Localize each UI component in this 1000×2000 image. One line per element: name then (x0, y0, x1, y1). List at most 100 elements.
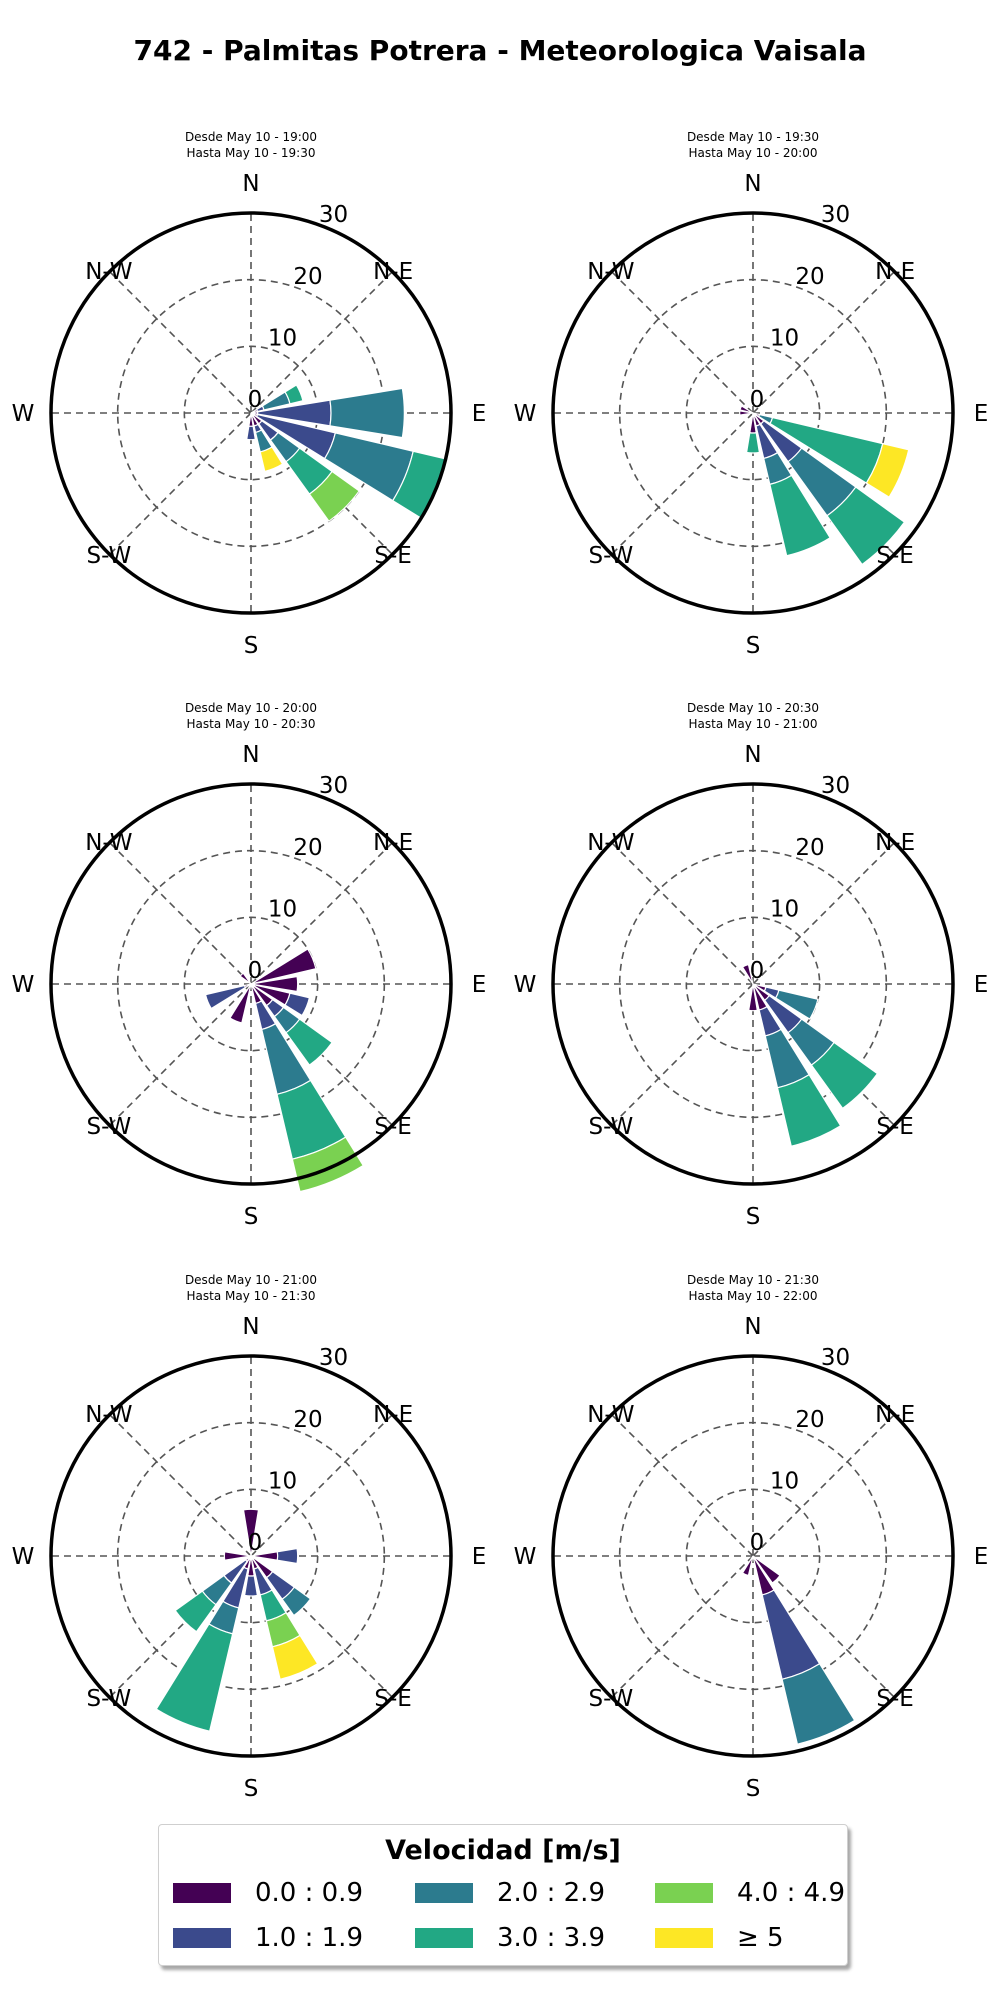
windrose-chart: Desde May 10 - 21:30 Hasta May 10 - 22:00… (514, 1273, 989, 1802)
direction-label: W (12, 1544, 35, 1570)
direction-label: N (744, 171, 761, 197)
radial-gridline (109, 271, 252, 414)
direction-label: N-W (587, 259, 634, 285)
direction-label: S-W (589, 1114, 634, 1140)
radial-tick-label: 30 (821, 1345, 850, 1371)
direction-label: N (242, 1314, 259, 1340)
direction-label: S-W (589, 1686, 634, 1712)
radial-gridline (250, 1414, 393, 1557)
direction-label: W (514, 401, 537, 427)
chart-subtitle-from: Desde May 10 - 19:00 (185, 130, 317, 144)
windrose-bar (745, 432, 761, 454)
radial-tick-label: 30 (319, 773, 348, 799)
radial-tick-label: 0 (248, 958, 263, 984)
ring-gridline (618, 1421, 888, 1691)
radial-tick-label: 0 (750, 1530, 765, 1556)
direction-label: E (974, 401, 989, 427)
outer-ring (49, 782, 453, 1186)
legend-label: 2.0 : 2.9 (497, 1878, 605, 1908)
direction-label: S-E (374, 1686, 411, 1712)
radial-gridline (611, 412, 754, 555)
radial-tick-label: 0 (248, 387, 263, 413)
direction-label: S-E (876, 543, 913, 569)
radial-tick-label: 30 (821, 773, 850, 799)
radial-gridline (752, 842, 895, 985)
legend-item: 0.0 : 0.9 (173, 1877, 363, 1909)
direction-label: S-W (87, 1114, 132, 1140)
chart-subtitle-to: Hasta May 10 - 21:30 (187, 1289, 316, 1303)
radial-tick-label: 20 (795, 264, 824, 290)
ring-gridline (618, 849, 888, 1119)
direction-label: W (12, 972, 35, 998)
radial-tick-label: 10 (268, 325, 297, 351)
windrose-bar (810, 1041, 879, 1110)
radial-gridline (752, 1555, 895, 1698)
ring-gridline (183, 916, 319, 1052)
radial-tick-label: 20 (795, 835, 824, 861)
legend-swatch (415, 1883, 473, 1903)
windrose-bar (739, 410, 754, 416)
direction-label: S-W (87, 1686, 132, 1712)
direction-label: W (12, 401, 35, 427)
chart-subtitle-from: Desde May 10 - 20:30 (687, 701, 819, 715)
direction-label: E (974, 972, 989, 998)
windrose-bar (285, 1018, 333, 1066)
radial-tick-label: 0 (750, 958, 765, 984)
direction-label: S-E (374, 543, 411, 569)
direction-label: S (746, 1776, 761, 1802)
radial-tick-label: 30 (319, 202, 348, 228)
legend-item: 3.0 : 3.9 (415, 1922, 605, 1954)
windrose-bar (259, 446, 284, 473)
chart-subtitle-from: Desde May 10 - 21:00 (185, 1273, 317, 1287)
legend-swatch (655, 1928, 713, 1948)
radial-tick-label: 10 (770, 896, 799, 922)
direction-label: N-W (85, 830, 132, 856)
radial-tick-label: 30 (821, 202, 850, 228)
windrose-bar (748, 983, 758, 1012)
legend-item: 2.0 : 2.9 (415, 1877, 605, 1909)
windrose-bar (223, 1551, 252, 1561)
legend-swatch (173, 1883, 231, 1903)
windrose-chart: Desde May 10 - 19:00 Hasta May 10 - 19:30… (12, 130, 487, 659)
windrose-bar (155, 1623, 234, 1732)
radial-gridline (109, 983, 252, 1126)
chart-subtitle-to: Hasta May 10 - 19:30 (187, 146, 316, 160)
direction-label: N (242, 171, 259, 197)
outer-ring (49, 1354, 453, 1758)
radial-gridline (109, 1555, 252, 1698)
windrose-bar (781, 1662, 856, 1745)
direction-label: E (974, 1544, 989, 1570)
radial-tick-label: 0 (750, 387, 765, 413)
windrose-bar (276, 1547, 299, 1565)
windrose-bar (761, 1589, 821, 1681)
windrose-bar (281, 1586, 312, 1617)
legend-swatch (415, 1928, 473, 1948)
direction-label: S-W (589, 543, 634, 569)
chart-subtitle-to: Hasta May 10 - 20:30 (187, 717, 316, 731)
windrose-chart: Desde May 10 - 20:30 Hasta May 10 - 21:00… (514, 701, 989, 1230)
legend-label: ≥ 5 (737, 1923, 784, 1953)
direction-label: S-E (374, 1114, 411, 1140)
legend-swatch (655, 1883, 713, 1903)
ring-gridline (685, 345, 821, 481)
windrose-bar (769, 474, 831, 557)
radial-gridline (752, 271, 895, 414)
radial-gridline (611, 1414, 754, 1557)
outer-ring (551, 1354, 955, 1758)
windrose-bar (741, 963, 754, 985)
chart-subtitle-to: Hasta May 10 - 20:00 (689, 146, 818, 160)
chart-subtitle-to: Hasta May 10 - 21:00 (689, 717, 818, 731)
windrose-bar (246, 425, 256, 441)
radial-gridline (611, 1555, 754, 1698)
chart-subtitle-to: Hasta May 10 - 22:00 (689, 1289, 818, 1303)
ring-gridline (116, 849, 386, 1119)
legend-title: Velocidad [m/s] (385, 1835, 621, 1866)
windrose-bar (239, 972, 252, 985)
radial-tick-label: 20 (293, 835, 322, 861)
windrose-bar (284, 992, 311, 1017)
windrose-bar (329, 387, 405, 439)
direction-label: N-E (875, 259, 915, 285)
direction-label: N-E (373, 830, 413, 856)
radial-gridline (250, 271, 393, 414)
windrose-bar (243, 1575, 259, 1597)
